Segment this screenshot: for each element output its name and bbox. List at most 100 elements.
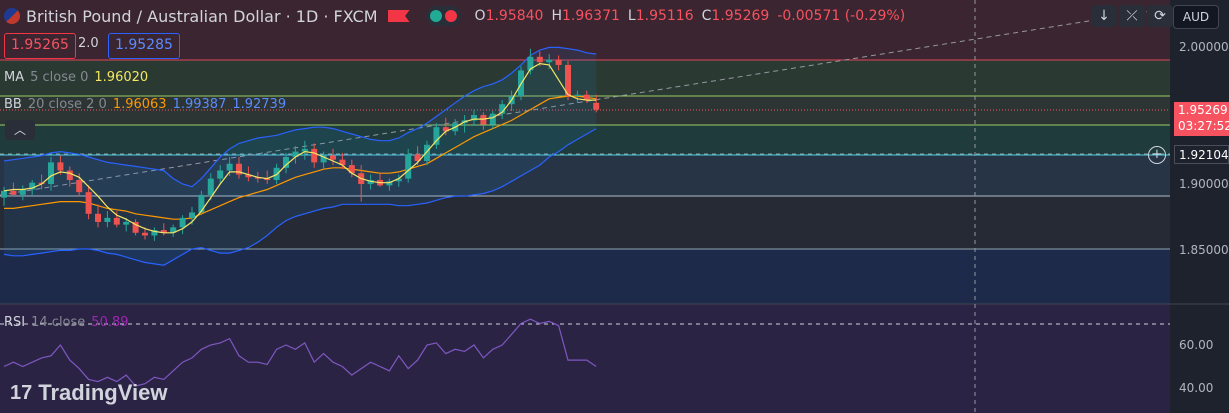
ma-legend[interactable]: MA 5 close 0 1.96020 bbox=[4, 70, 149, 85]
symbol-title[interactable]: British Pound / Australian Dollar · 1D ·… bbox=[26, 6, 378, 26]
candle-body bbox=[245, 174, 252, 178]
candle-body bbox=[433, 127, 440, 145]
currency-flag-icon bbox=[4, 8, 20, 24]
candle-body bbox=[320, 155, 327, 163]
bb-fill bbox=[4, 47, 597, 266]
candle-body bbox=[527, 56, 534, 71]
candle-body bbox=[29, 182, 36, 190]
symbol-header: British Pound / Australian Dollar · 1D ·… bbox=[0, 4, 905, 28]
candle-body bbox=[489, 113, 496, 125]
candle-body bbox=[151, 230, 158, 236]
tradingview-logo-icon: 17 bbox=[10, 381, 33, 404]
rsi-legend[interactable]: RSI 14 close 50.89 bbox=[4, 315, 129, 330]
candle-body bbox=[236, 163, 242, 175]
candle-body bbox=[367, 179, 374, 185]
low-value: 1.95116 bbox=[635, 8, 694, 24]
scroll-down-button[interactable]: ↓ bbox=[1091, 5, 1117, 27]
rsi-axis-label: 40.00 bbox=[1179, 381, 1214, 395]
candle-body bbox=[574, 94, 581, 97]
candle-body bbox=[189, 212, 195, 218]
candle-body bbox=[160, 230, 167, 233]
rsi-zone bbox=[0, 304, 1170, 413]
bb-upper-value: 1.99387 bbox=[172, 97, 227, 112]
candle-body bbox=[386, 181, 393, 186]
candle-body bbox=[217, 170, 224, 179]
candle-body bbox=[555, 59, 562, 65]
market-wave-icon bbox=[444, 10, 457, 22]
sell-button[interactable]: 1.95265 bbox=[4, 33, 76, 59]
rsi-series-line bbox=[3, 318, 597, 387]
countdown-timer: 03:27:52 bbox=[1178, 119, 1229, 133]
candle-body bbox=[104, 217, 111, 222]
price-axis-bg bbox=[1170, 0, 1229, 413]
candle-body bbox=[442, 127, 449, 132]
spread-value: 2.0 bbox=[78, 36, 99, 51]
close-value: 1.95269 bbox=[711, 8, 770, 24]
buy-button[interactable]: 1.95285 bbox=[108, 33, 180, 59]
candle-body bbox=[480, 115, 487, 125]
candle-body bbox=[264, 178, 271, 180]
ohlc-values: O1.95840 H1.96371 L1.95116 C1.95269 -0.0… bbox=[474, 8, 906, 24]
open-value: 1.95840 bbox=[485, 8, 544, 24]
candle-body bbox=[76, 179, 83, 193]
candle-body bbox=[405, 154, 412, 179]
crosshair-price-label: 1.92104 bbox=[1174, 145, 1229, 164]
collapse-legend-button[interactable]: ︿ bbox=[5, 120, 35, 140]
collapse-icon: ⤫ bbox=[1119, 5, 1145, 27]
candle-body bbox=[536, 56, 543, 63]
price-axis-label: 1.90000 bbox=[1179, 177, 1229, 191]
add-alert-icon[interactable]: + bbox=[1148, 146, 1166, 164]
arrow-down-icon: ↓ bbox=[1091, 5, 1117, 27]
candle-body bbox=[123, 221, 130, 225]
candle-body bbox=[593, 102, 600, 110]
candle-body bbox=[179, 217, 186, 228]
candle-body bbox=[301, 148, 308, 152]
candle-body bbox=[85, 192, 92, 214]
candle-body bbox=[48, 162, 54, 185]
last-price-label: 1.95269 03:27:52 bbox=[1174, 102, 1229, 136]
candle-body bbox=[170, 227, 177, 233]
candle-body bbox=[10, 190, 17, 195]
candle-body bbox=[66, 170, 73, 180]
candle-body bbox=[583, 94, 590, 101]
candle-body bbox=[132, 221, 139, 233]
bb-basis-value: 1.96063 bbox=[112, 97, 167, 112]
chart-toolbar: ↓ ⤫ ⟳ bbox=[1091, 5, 1173, 27]
candle-body bbox=[499, 104, 506, 114]
candle-body bbox=[414, 154, 421, 162]
currency-selector[interactable]: AUD bbox=[1173, 5, 1219, 29]
bollinger-bands bbox=[3, 46, 597, 266]
candle-body bbox=[546, 59, 553, 63]
bb-lower-value: 1.92739 bbox=[232, 97, 287, 112]
candle-body bbox=[292, 151, 299, 157]
candle-body bbox=[207, 178, 214, 195]
bb-lower-line bbox=[3, 128, 597, 266]
rsi-line bbox=[3, 318, 597, 387]
ma-line bbox=[3, 62, 597, 234]
bb-upper-line bbox=[3, 46, 597, 188]
candle-body bbox=[19, 189, 26, 195]
bb-basis-line bbox=[4, 95, 597, 220]
candle-body bbox=[395, 178, 402, 182]
market-status-icon[interactable] bbox=[387, 10, 410, 22]
candle-body bbox=[471, 115, 477, 121]
tradingview-logo[interactable]: 17 TradingView bbox=[10, 380, 167, 406]
price-axis-label: 1.85000 bbox=[1179, 243, 1229, 257]
candle-body bbox=[348, 165, 355, 174]
chevron-up-icon: ︿ bbox=[13, 123, 26, 137]
bb-legend[interactable]: BB 20 close 2 0 1.96063 1.99387 1.92739 bbox=[4, 97, 287, 112]
candle-body bbox=[57, 162, 64, 171]
change-value: -0.00571 (-0.29%) bbox=[777, 8, 906, 24]
candle-body bbox=[424, 144, 430, 162]
price-axis-label: 2.00000 bbox=[1179, 40, 1229, 54]
candle-body bbox=[113, 217, 120, 225]
rsi-value: 50.89 bbox=[91, 315, 129, 330]
candle-body bbox=[226, 163, 233, 171]
logo-text: TradingView bbox=[38, 380, 168, 405]
collapse-button[interactable]: ⤫ bbox=[1119, 5, 1145, 27]
fullscreen-button[interactable]: ⟳ bbox=[1147, 5, 1173, 27]
candle-body bbox=[330, 155, 336, 160]
market-indicator-pill[interactable] bbox=[425, 6, 461, 26]
rsi-axis-label: 60.00 bbox=[1179, 338, 1214, 352]
